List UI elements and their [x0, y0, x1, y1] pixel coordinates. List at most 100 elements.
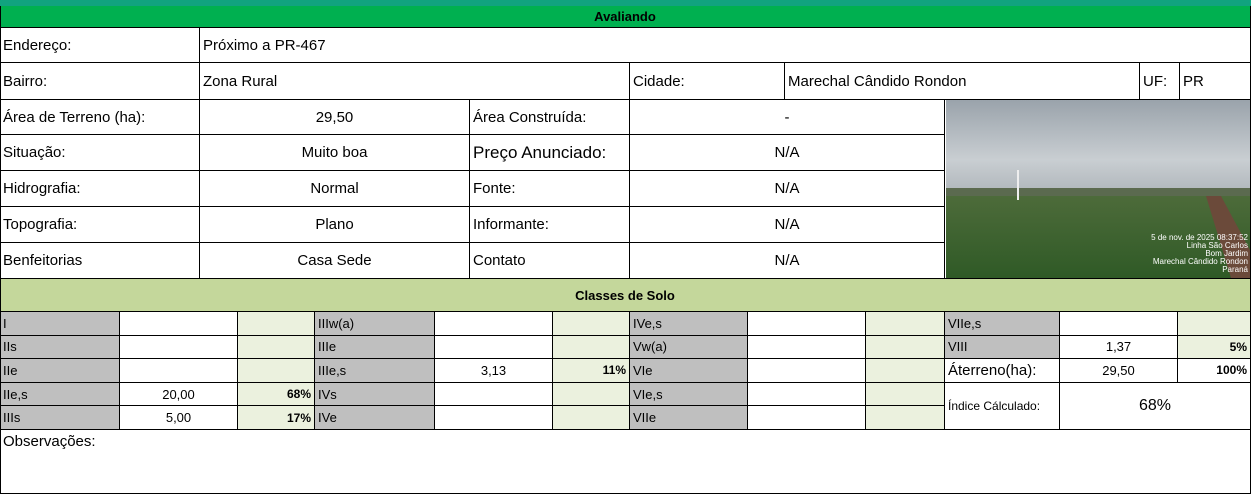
sky	[946, 100, 1250, 200]
top-strip	[0, 0, 1251, 6]
stamp-line: Marechal Cândido Rondon	[1153, 257, 1248, 266]
total-share: 100%	[1178, 359, 1251, 383]
soil-title: Classes de Solo	[0, 279, 1251, 312]
field-label: Endereço:	[0, 28, 200, 63]
header-title: Avaliando	[0, 6, 1251, 28]
soil-class: IIe	[0, 359, 120, 383]
soil-share	[553, 382, 630, 407]
soil-class: VIII	[945, 335, 1060, 360]
field-label: Área Construída:	[470, 100, 630, 135]
soil-class: IIIe	[315, 335, 435, 360]
soil-share: 17%	[238, 406, 315, 430]
soil-share	[866, 359, 945, 383]
treeline	[946, 188, 1250, 198]
soil-class: VIe	[630, 359, 748, 383]
field-label: Preço Anunciado:	[470, 135, 630, 171]
soil-class: VIIe	[630, 406, 748, 430]
stamp-line: 5 de nov. de 2025 08:37:52	[1151, 233, 1248, 242]
soil-area	[1060, 312, 1178, 336]
field-label: Cidade:	[630, 63, 785, 100]
soil-area	[748, 382, 866, 407]
soil-share: 5%	[1178, 335, 1251, 360]
soil-area	[748, 406, 866, 430]
soil-area	[435, 406, 553, 430]
total-label: Áterreno(ha):	[945, 359, 1060, 383]
soil-area	[748, 335, 866, 360]
field-value: Normal	[200, 171, 470, 207]
soil-share	[238, 335, 315, 360]
soil-share	[553, 406, 630, 430]
soil-class: VIe,s	[630, 382, 748, 407]
field-value: N/A	[630, 243, 945, 279]
soil-area: 20,00	[120, 382, 238, 407]
soil-share	[866, 312, 945, 336]
soil-class: IIIe,s	[315, 359, 435, 383]
soil-area: 3,13	[435, 359, 553, 383]
dirt-road	[1206, 196, 1250, 278]
field-label: Bairro:	[0, 63, 200, 100]
soil-class: IVe	[315, 406, 435, 430]
soil-class: IVe,s	[630, 312, 748, 336]
soil-share	[866, 382, 945, 407]
soil-area: 1,37	[1060, 335, 1178, 360]
soil-area	[120, 335, 238, 360]
soil-share	[238, 359, 315, 383]
soil-class: I	[0, 312, 120, 336]
soil-area	[120, 359, 238, 383]
index-label: Índice Cálculado:	[945, 382, 1060, 430]
soil-class: VIIe,s	[945, 312, 1060, 336]
soil-share: 68%	[238, 382, 315, 407]
stamp-line: Bom Jardim	[1205, 249, 1248, 258]
soil-area	[120, 312, 238, 336]
field-label: Hidrografia:	[0, 171, 200, 207]
soil-share	[1178, 312, 1251, 336]
stamp-line: Paraná	[1222, 265, 1248, 274]
field-label: Área de Terreno (ha):	[0, 100, 200, 135]
soil-share	[866, 335, 945, 360]
photo-frame	[945, 100, 1251, 279]
field-label: Informante:	[470, 207, 630, 243]
soil-class: IIs	[0, 335, 120, 360]
field-value: Zona Rural	[200, 63, 630, 100]
soil-class: IIIs	[0, 406, 120, 430]
soil-class: Vw(a)	[630, 335, 748, 360]
field-label: Benfeitorias	[0, 243, 200, 279]
field-label: Fonte:	[470, 171, 630, 207]
soil-class: IIIw(a)	[315, 312, 435, 336]
soil-share	[866, 406, 945, 430]
soil-area	[748, 359, 866, 383]
field-label: UF:	[1140, 63, 1180, 100]
soil-share	[238, 312, 315, 336]
field-value: N/A	[630, 135, 945, 171]
field-value: N/A	[630, 171, 945, 207]
soil-share	[553, 312, 630, 336]
field-value: Plano	[200, 207, 470, 243]
soil-class: IIe,s	[0, 382, 120, 407]
soil-area: 5,00	[120, 406, 238, 430]
field-value: PR	[1180, 63, 1251, 100]
index-value: 68%	[1060, 382, 1251, 430]
observations: Observações:	[0, 430, 1251, 494]
soil-share	[553, 335, 630, 360]
field-value: 29,50	[200, 100, 470, 135]
soil-area	[748, 312, 866, 336]
field-label: Contato	[470, 243, 630, 279]
soil-class: IVs	[315, 382, 435, 407]
field-value: Próximo a PR-467	[200, 28, 1251, 63]
stamp-line: Linha São Carlos	[1187, 241, 1248, 250]
total-area: 29,50	[1060, 359, 1178, 383]
soil-area	[435, 312, 553, 336]
soil-area	[435, 382, 553, 407]
field-value: N/A	[630, 207, 945, 243]
soil-area	[435, 335, 553, 360]
field-label: Topografia:	[0, 207, 200, 243]
field-label: Situação:	[0, 135, 200, 171]
field-value: Muito boa	[200, 135, 470, 171]
field-value: Marechal Cândido Rondon	[785, 63, 1140, 100]
left-border	[0, 6, 1, 494]
field-value: Casa Sede	[200, 243, 470, 279]
field-value: -	[630, 100, 945, 135]
